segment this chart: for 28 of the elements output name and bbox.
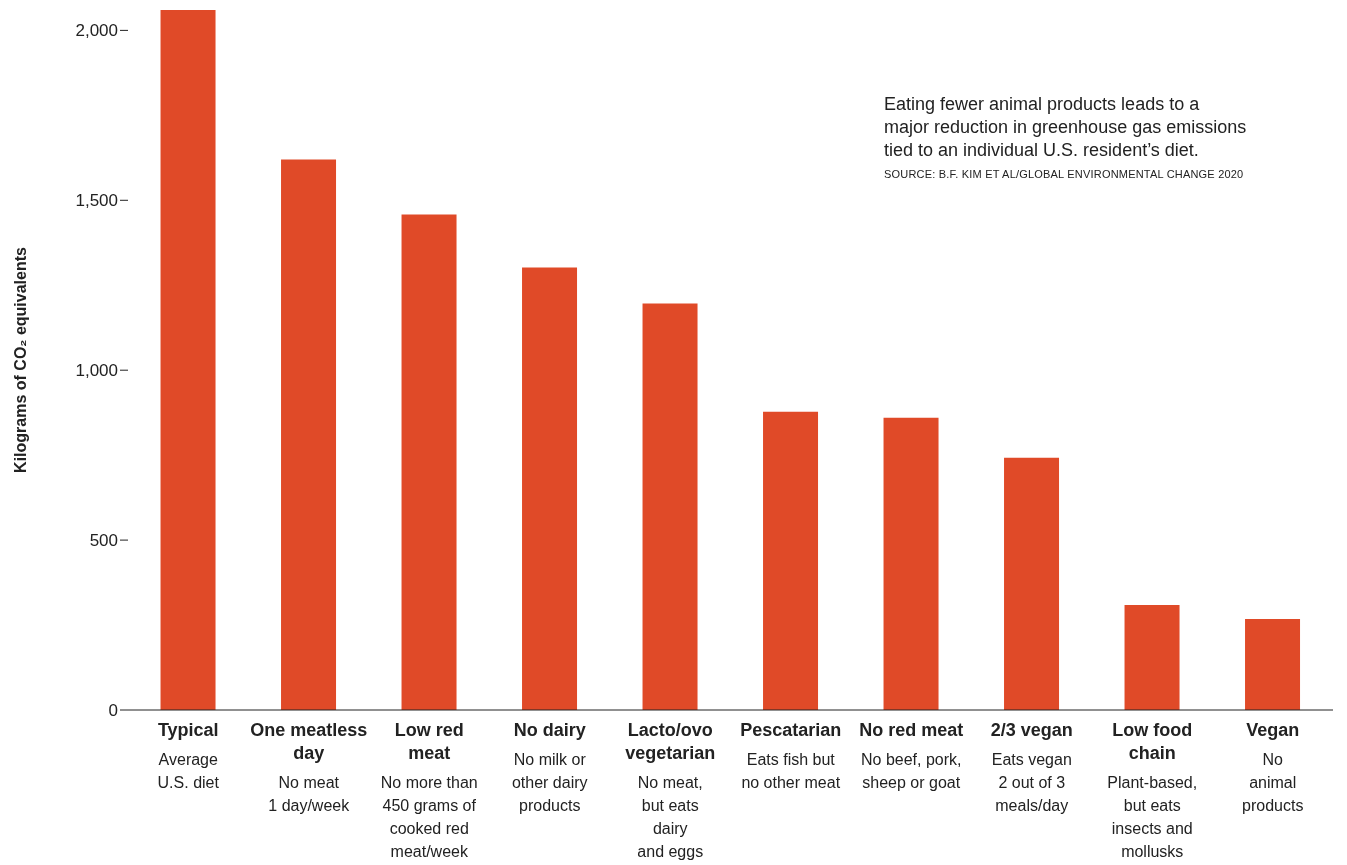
y-tick-label: 500 [89, 531, 118, 551]
bar [160, 10, 216, 710]
x-tick-label: 2/3 vegan Eats vegan 2 out of 3 meals/day [990, 720, 1073, 814]
x-tick-label: No dairy No milk or other dairy products [511, 720, 588, 814]
x-tick-label: Lacto/ovo vegetarian No meat, but eats dairy and eggs [625, 720, 716, 860]
annotation: SOURCE: B.F. KIM ET AL/GLOBAL ENVIRONMENTAL CHANGE 2020 [884, 168, 1245, 180]
x-tick-label: One meatless day No meat 1 day/week [250, 720, 368, 814]
bar [401, 214, 457, 710]
y-axis-title: Kilograms of CO₂ equivalents [12, 246, 29, 473]
bar [883, 417, 939, 710]
annotation: Eating fewer animal products leads to a major reduction in greenhouse gas emissions tied to an individual U.S. resident’s diet. [884, 93, 1247, 162]
y-tick-label: 1,000 [75, 361, 118, 381]
bar [522, 267, 578, 710]
bar [763, 411, 819, 710]
x-tick-label: Pescatarian Eats fish but no other meat [740, 720, 842, 791]
x-tick-label: Vegan No animal products [1242, 720, 1304, 814]
bar [1245, 618, 1301, 710]
x-tick-label: Low red meat No more than 450 grams of cooked red meat/week [380, 720, 478, 860]
bar [1124, 605, 1180, 710]
x-tick-label: Typical Average U.S. diet [157, 720, 220, 791]
y-tick-label: 0 [108, 701, 118, 721]
bar [1004, 457, 1060, 710]
y-tick-label: 1,500 [75, 191, 118, 211]
x-tick-label: No red meat No beef, pork, sheep or goat [859, 720, 964, 791]
y-tick-label: 2,000 [75, 21, 118, 41]
x-tick-label: Low food chain Plant-based, but eats insects and mollusks [1107, 720, 1198, 860]
bar [642, 303, 698, 710]
bar [281, 159, 337, 710]
